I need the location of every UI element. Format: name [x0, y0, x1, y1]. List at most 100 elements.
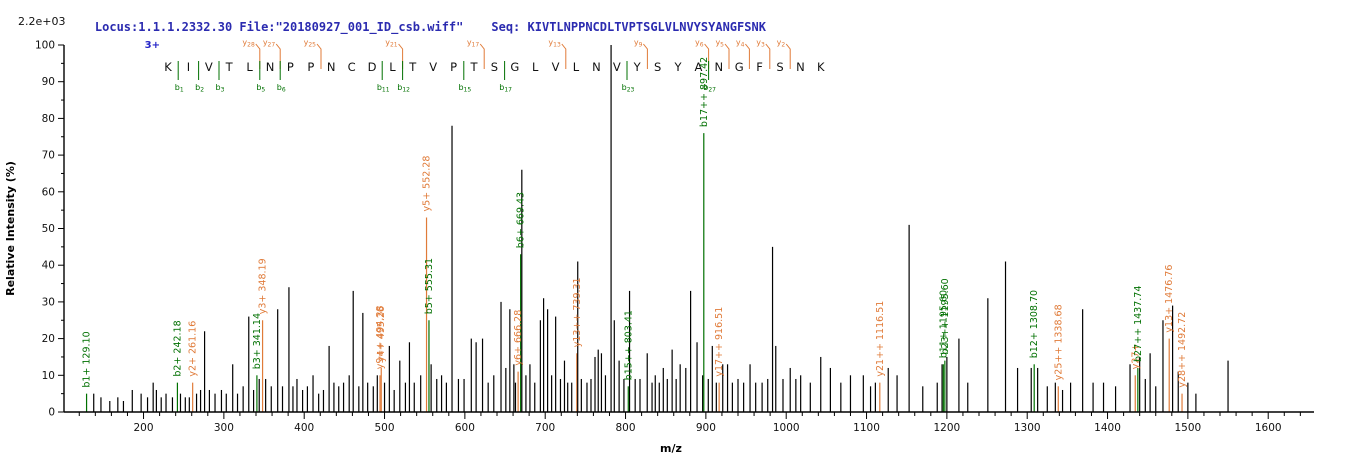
- sequence-residue: G: [735, 60, 744, 74]
- peak-label: b12+ 1308.70: [1029, 290, 1040, 358]
- sequence-residue: V: [205, 60, 213, 74]
- sequence-residue: V: [613, 60, 621, 74]
- b-fragment-label: b1: [175, 83, 184, 94]
- sequence-residue: T: [408, 60, 417, 74]
- x-tick-label: 600: [455, 422, 475, 434]
- peak-label: b3+ 341.14: [252, 313, 263, 369]
- x-tick-label: 500: [375, 422, 395, 434]
- x-tick-label: 1400: [1094, 422, 1121, 434]
- sequence-residue: N: [266, 60, 275, 74]
- sequence-residue: N: [592, 60, 601, 74]
- b-fragment-label: b5: [256, 83, 265, 94]
- sequence-residue: L: [246, 60, 253, 74]
- y-tick-label: 50: [42, 223, 55, 235]
- y-tick-label: 0: [48, 407, 55, 419]
- header-sequence: KIVTLNPPNCDLTVPTSGLVLNVYSYANGFSNK: [527, 20, 766, 34]
- header-seq-label: Seq:: [491, 20, 521, 34]
- sequence-residue: S: [491, 60, 498, 74]
- x-tick-label: 700: [535, 422, 555, 434]
- y-fragment-label: y6: [695, 38, 704, 49]
- y-fragment-label: y2: [777, 38, 786, 49]
- b-fragment-label: b12: [397, 83, 410, 94]
- y-tick-label: 10: [42, 370, 55, 382]
- sequence-residue: N: [327, 60, 336, 74]
- peak-label: b1+ 129.10: [82, 331, 93, 387]
- y-fragment-marker: [765, 43, 771, 69]
- y-tick-label: 60: [42, 186, 55, 198]
- y-fragment-label: y28: [242, 38, 255, 49]
- sequence-residue: I: [187, 60, 190, 74]
- peak-label: b23++ 1195.60: [940, 278, 951, 354]
- sequence-residue: V: [429, 60, 437, 74]
- y-fragment-marker: [316, 43, 322, 69]
- sequence-residue: P: [287, 60, 294, 74]
- peak-label: b5+ 555.31: [424, 258, 435, 314]
- y-fragment-label: y21: [385, 38, 398, 49]
- peak-label: y27+: [1130, 344, 1141, 370]
- sequence-residue: N: [714, 60, 723, 74]
- x-tick-label: 400: [294, 422, 314, 434]
- peak-label: y21++ 1116.51: [875, 301, 886, 377]
- x-tick-label: 300: [214, 422, 234, 434]
- x-tick-label: 1100: [853, 422, 880, 434]
- y-fragment-label: y27: [263, 38, 276, 49]
- y-fragment-label: y9: [634, 38, 643, 49]
- sequence-residue: L: [389, 60, 396, 74]
- y-fragment-label: y25: [304, 38, 317, 49]
- x-tick-label: 1600: [1255, 422, 1282, 434]
- x-tick-label: 1000: [773, 422, 800, 434]
- y-tick-label: 100: [35, 40, 55, 52]
- y-tick-label: 40: [42, 260, 55, 272]
- peak-label: b15++ 803.41: [623, 310, 634, 380]
- sequence-residue: L: [532, 60, 539, 74]
- b-fragment-label: b6: [277, 83, 286, 94]
- x-tick-label: 800: [616, 422, 636, 434]
- y-fragment-marker: [785, 43, 791, 69]
- y-tick-label: 20: [42, 333, 55, 345]
- x-tick-label: 900: [696, 422, 716, 434]
- y-fragment-label: y17: [467, 38, 480, 49]
- b-fragment-label: b27: [703, 83, 716, 94]
- y-fragment-marker: [479, 43, 485, 69]
- peak-label: b6+ 669.43: [516, 192, 527, 248]
- sequence-residue: A: [694, 60, 702, 74]
- header-locus-file: Locus:1.1.1.2332.30 File:"20180927_001_I…: [94, 20, 464, 34]
- sequence-residue: L: [573, 60, 580, 74]
- sequence-residue: Y: [633, 60, 642, 74]
- sequence-residue: Y: [673, 60, 682, 74]
- y-tick-label: 30: [42, 296, 55, 308]
- peak-label: y28++ 1492.72: [1177, 312, 1188, 388]
- y-fragment-marker: [643, 43, 648, 69]
- peak-label: y6+ 666.28: [513, 310, 524, 366]
- sequence-residue: K: [164, 60, 172, 74]
- sequence-residue: F: [756, 60, 763, 74]
- sequence-residue: P: [307, 60, 314, 74]
- y-tick-label: 90: [42, 76, 55, 88]
- sequence-residue: C: [348, 60, 356, 74]
- y-fragment-label: y3: [756, 38, 765, 49]
- sequence-residue: T: [225, 60, 234, 74]
- b-fragment-label: b2: [195, 83, 204, 94]
- peak-label: y17++ 916.51: [714, 307, 725, 377]
- b-fragment-label: b11: [377, 83, 390, 94]
- x-tick-label: 1500: [1175, 422, 1202, 434]
- intensity-scale-value: 2.2e+03: [18, 15, 66, 28]
- sequence-residue: T: [469, 60, 478, 74]
- peak-label: y13+ 1476.76: [1164, 265, 1175, 333]
- sequence-residue: D: [368, 60, 377, 74]
- peak-label: y5+ 552.28: [422, 156, 433, 212]
- peak-label: b11+ 1195.60: [938, 290, 949, 358]
- x-tick-label: 200: [134, 422, 154, 434]
- peak-label: b2+ 242.18: [172, 320, 183, 376]
- peak-label: y13++ 739.31: [572, 277, 583, 347]
- peak-label: y9++ 494.38: [375, 305, 386, 369]
- b-fragment-label: b15: [458, 83, 471, 94]
- sequence-residue: S: [654, 60, 661, 74]
- x-tick-label: 1200: [934, 422, 961, 434]
- y-tick-label: 70: [42, 150, 55, 162]
- header: Locus:1.1.1.2332.30 File:"20180927_001_I…: [66, 6, 766, 48]
- y-tick-label: 80: [42, 113, 55, 125]
- peak-label: b27++ 1437.74: [1133, 286, 1144, 362]
